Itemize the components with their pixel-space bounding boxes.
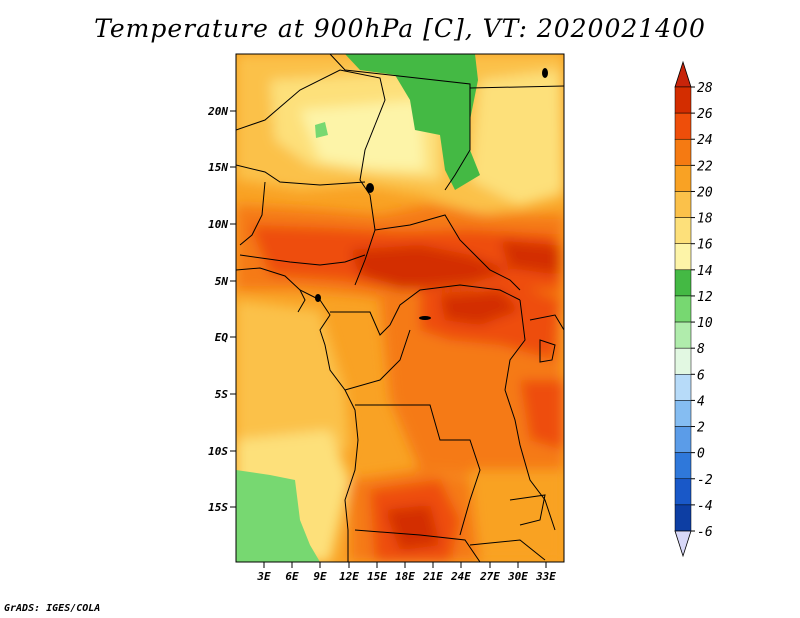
lon-tick-label: 6E xyxy=(285,570,299,583)
lat-tick-label: 10N xyxy=(208,218,228,231)
longitude-axis: 3E 6E 9E 12E 15E 18E 21E 24E 27E 30E 33E xyxy=(256,562,556,583)
country-borders xyxy=(236,54,564,562)
lon-tick-label: 9E xyxy=(313,570,327,583)
colorbar-label: 10 xyxy=(697,316,713,331)
colorbar-swatch xyxy=(674,243,692,271)
colorbar-label: 14 xyxy=(697,264,713,279)
lat-tick-label: 5N xyxy=(215,275,229,288)
lon-tick-label: 21E xyxy=(422,570,443,583)
colorbar-label: 26 xyxy=(697,107,713,122)
colorbar-swatch xyxy=(674,217,692,244)
map-title: Temperature at 900hPa [C], VT: 202002140… xyxy=(94,14,706,43)
colorbar-swatch xyxy=(674,191,692,218)
map-frame xyxy=(235,53,565,563)
temperature-field xyxy=(236,54,564,562)
colorbar-label: -6 xyxy=(697,525,713,540)
colorbar-swatch xyxy=(674,165,692,192)
colorbar-swatch xyxy=(674,452,692,480)
lat-tick-label: 15S xyxy=(208,501,228,514)
lon-tick-label: 12E xyxy=(339,570,359,583)
colorbar-swatch xyxy=(674,86,692,114)
colorbar-label: 2 xyxy=(697,421,705,436)
colorbar-bottom-arrow xyxy=(674,530,692,558)
colorbar-swatch xyxy=(674,426,692,453)
colorbar-label: 8 xyxy=(697,342,705,357)
colorbar-swatch xyxy=(674,374,692,401)
colorbar-swatch xyxy=(674,138,692,166)
colorbar-label: 4 xyxy=(697,394,705,409)
lat-tick-label: 15N xyxy=(208,161,228,174)
lat-tick-label: 5S xyxy=(215,388,229,401)
lon-tick-label: 27E xyxy=(479,570,500,583)
colorbar-swatch xyxy=(674,504,692,532)
colorbar-label: -2 xyxy=(697,473,713,488)
lon-tick-label: 15E xyxy=(367,570,387,583)
colorbar-label: 16 xyxy=(697,238,713,253)
colorbar-label: 0 xyxy=(697,447,705,462)
colorbar-label: 18 xyxy=(697,212,713,227)
colorbar-top-arrow xyxy=(674,60,692,88)
colorbar-label: 24 xyxy=(697,133,713,148)
lon-tick-label: 3E xyxy=(256,570,271,583)
lat-tick-label: 10S xyxy=(208,445,228,458)
lon-tick-label: 24E xyxy=(450,570,471,583)
lat-tick-label: 20N xyxy=(207,105,228,118)
colorbar-swatch xyxy=(674,400,692,427)
colorbar-label: 28 xyxy=(697,81,713,96)
colorbar-swatch xyxy=(674,347,692,375)
colorbar-swatch xyxy=(674,112,692,140)
colorbar-swatch xyxy=(674,478,692,506)
lon-tick-label: 18E xyxy=(395,570,415,583)
lat-tick-label: EQ xyxy=(215,331,229,344)
colorbar-label: 20 xyxy=(697,185,713,200)
lon-tick-label: 30E xyxy=(507,570,528,583)
colorbar-swatch xyxy=(674,269,692,297)
colorbar-label: 12 xyxy=(697,290,713,305)
colorbar-swatch xyxy=(674,321,692,349)
colorbar-label: 6 xyxy=(697,368,705,383)
credit-label: GrADS: IGES/COLA xyxy=(4,603,101,614)
colorbar-label: 22 xyxy=(697,159,713,174)
colorbar-label: -4 xyxy=(697,499,713,514)
colorbar-swatch xyxy=(674,295,692,323)
lakes xyxy=(315,68,548,320)
latitude-axis: 20N 15N 10N 5N EQ 5S 10S 15S xyxy=(207,105,236,514)
lon-tick-label: 33E xyxy=(535,570,556,583)
